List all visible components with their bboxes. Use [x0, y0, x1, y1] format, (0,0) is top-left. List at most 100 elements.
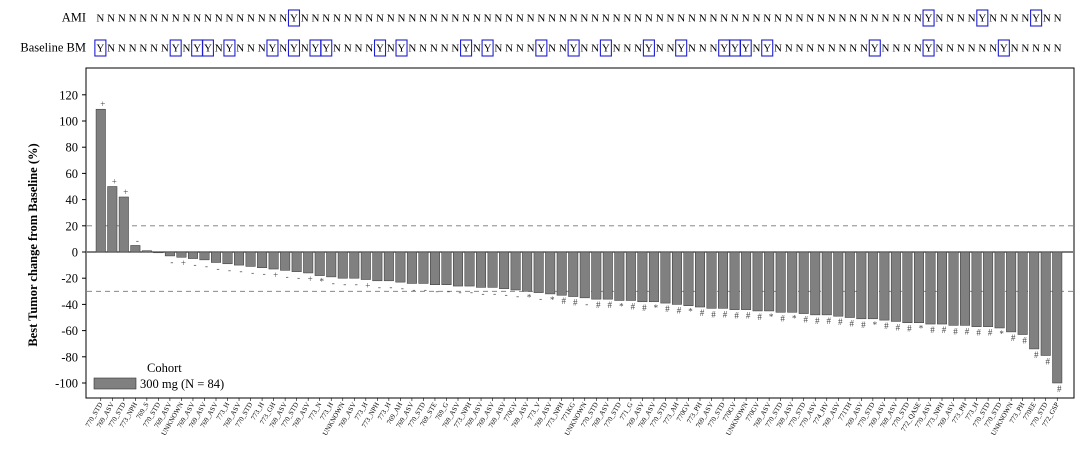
table-cell: N [387, 13, 395, 25]
bar-annotation: # [827, 316, 832, 326]
bar [453, 251, 463, 287]
table-cell: N [376, 13, 384, 25]
plot-frame [85, 67, 1075, 399]
table-cell: N [236, 13, 244, 25]
bar [602, 251, 613, 300]
bar [844, 251, 855, 318]
bar [833, 251, 844, 317]
table-cell: N [419, 13, 427, 25]
bar [925, 251, 936, 325]
table-cell: N [182, 43, 190, 55]
flag-highlight [287, 9, 301, 27]
bar-annotation: # [953, 326, 958, 336]
bar-annotation: # [803, 315, 808, 325]
table-cell: Y [1000, 43, 1008, 55]
bar [913, 251, 924, 323]
y-tick-label: -80 [61, 350, 78, 364]
bar-annotation: * [688, 307, 693, 317]
bar-annotation: - [170, 257, 173, 267]
table-cell: N [430, 13, 438, 25]
bar [383, 251, 394, 282]
table-cell: N [182, 13, 190, 25]
table-cell: N [559, 13, 567, 25]
bar-annotation: - [240, 266, 243, 276]
bar [499, 251, 510, 289]
bar [441, 251, 452, 285]
bar [856, 251, 867, 320]
flag-highlight [201, 39, 214, 57]
flag-highlight [1030, 9, 1043, 27]
table-cell: N [129, 13, 137, 25]
bar-annotation: # [861, 320, 866, 330]
table-cell: N [892, 43, 900, 55]
bar-annotation: * [769, 312, 774, 322]
bar [314, 251, 325, 276]
table-cell: N [505, 13, 513, 25]
bar-annotation: # [573, 298, 578, 308]
table-cell: Y [462, 43, 470, 55]
bar [533, 251, 544, 293]
table-cell: N [129, 43, 137, 55]
table-cell: N [107, 43, 115, 55]
bar [867, 251, 878, 320]
bar-annotation: - [424, 284, 427, 294]
table-cell: N [355, 13, 363, 25]
bar-annotation: - [493, 288, 496, 298]
table-cell: N [344, 13, 352, 25]
table-cell: Y [570, 43, 578, 55]
y-tick-label: -20 [61, 272, 78, 286]
bar-annotation: # [884, 321, 889, 331]
bar [153, 251, 164, 254]
table-cell: N [387, 43, 395, 55]
y-axis: -100 -80 -60 -40 -20 0 20 40 60 80 100 120 [55, 88, 86, 391]
table-cell: N [365, 43, 373, 55]
bar-annotation: + [112, 177, 117, 187]
bar [614, 251, 625, 301]
bar-annotation: # [815, 316, 820, 326]
bar-annotation: # [976, 328, 981, 338]
bar [1052, 251, 1063, 384]
table-cell: N [978, 43, 986, 55]
table-cell: Y [677, 43, 685, 55]
y-tick-label: 20 [66, 219, 79, 233]
table-cell: N [118, 43, 126, 55]
table-cell: N [709, 13, 717, 25]
bar [395, 251, 406, 283]
table-cell: N [849, 43, 857, 55]
bar [141, 250, 152, 253]
bar [752, 251, 763, 312]
table-cell: N [946, 13, 954, 25]
bar-annotation: + [365, 281, 370, 291]
bar-annotation: - [447, 286, 450, 296]
bar [1017, 251, 1028, 335]
bar [983, 251, 994, 327]
table-cell: Y [225, 43, 233, 55]
bar [948, 251, 959, 326]
bar [729, 251, 740, 310]
bar [683, 251, 694, 306]
table-cell: N [699, 43, 707, 55]
bar [718, 251, 729, 309]
table-cell: N [247, 43, 255, 55]
bar-series [95, 108, 1063, 384]
table-cell: N [96, 13, 104, 25]
table-cell: N [796, 13, 804, 25]
bar-annotation: * [792, 313, 797, 323]
table-cell: N [677, 13, 685, 25]
bar [810, 251, 821, 316]
table-cell: N [903, 43, 911, 55]
bar [176, 251, 187, 258]
table-row-label: AMI [62, 11, 86, 25]
table-cell: N [419, 43, 427, 55]
bar-annotation: - [193, 260, 196, 270]
bar-annotation: # [665, 304, 670, 314]
bar-annotation: + [123, 187, 128, 197]
table-cell: N [225, 13, 233, 25]
bar-annotation: # [746, 311, 751, 321]
table-cell: N [935, 13, 943, 25]
table-cell: N [118, 13, 126, 25]
table-cell: N [989, 43, 997, 55]
flag-highlight [169, 39, 182, 57]
table-cell: N [301, 13, 309, 25]
table-cell: N [1021, 13, 1029, 25]
